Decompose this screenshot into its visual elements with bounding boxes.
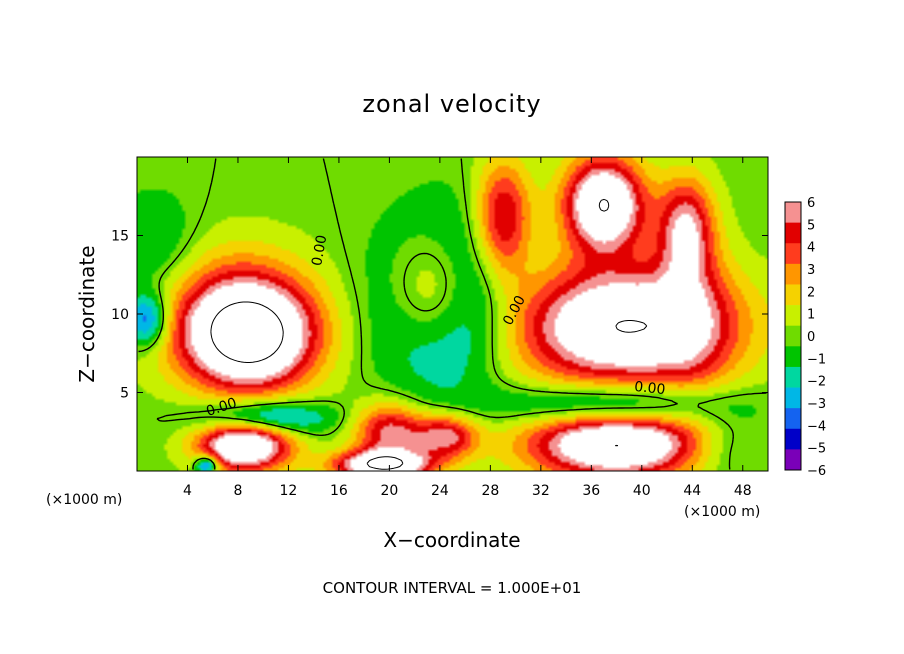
x-unit-left: (×1000 m) [46, 492, 122, 508]
x-tick-label: 40 [633, 483, 651, 499]
x-tick-label: 48 [734, 483, 752, 499]
contour-label: 0.00 [633, 379, 666, 398]
colorbar-segment [785, 387, 801, 409]
colorbar-segment [785, 222, 801, 244]
x-axis: 4 8 12 16 20 24 28 32 36 40 44 48 [183, 157, 752, 499]
colorbar-tick-label: 3 [807, 263, 815, 278]
x-tick-label: 32 [532, 483, 550, 499]
colorbar-segment [785, 305, 801, 326]
colorbar-tick-label: −6 [807, 464, 826, 479]
colorbar-frame [784, 201, 802, 471]
x-tick-label: 44 [683, 483, 701, 499]
x-unit-right: (×1000 m) [684, 504, 760, 520]
x-tick-label: 12 [280, 483, 298, 499]
plot-area: 0.000.000.000.00 [136, 156, 769, 472]
colorbar-tick-label: 0 [807, 330, 815, 345]
x-tick-label: 16 [330, 483, 348, 499]
x-axis-label: X−coordinate [383, 528, 520, 552]
colorbar-tick-label: −2 [807, 375, 826, 390]
contour-interval-note: CONTOUR INTERVAL = 1.000E+01 [323, 579, 582, 597]
colorbar-segment [785, 366, 801, 388]
colorbar-segment [785, 449, 801, 471]
colorbar-tick-label: 1 [807, 308, 815, 323]
velocity-field [137, 157, 768, 471]
x-tick-label: 4 [183, 483, 192, 499]
y-tick-label: 5 [120, 386, 129, 402]
chart-title: zonal velocity [362, 90, 541, 118]
y-axis-label: Z−coordinate [75, 245, 99, 382]
y-axis: 5 10 15 [111, 229, 768, 402]
y-tick-label: 10 [111, 307, 129, 323]
colorbar-segment [785, 346, 801, 368]
y-tick-label: 15 [111, 229, 129, 245]
colorbar-tick-label: 4 [807, 241, 815, 256]
colorbar-tick-label: −4 [807, 419, 826, 434]
contour-lines [138, 158, 767, 470]
contour-label: 0.00 [309, 234, 330, 267]
colorbar-tick-label: 2 [807, 285, 815, 300]
colorbar-tick-label: 6 [807, 196, 815, 211]
x-tick-label: 28 [481, 483, 499, 499]
x-tick-label: 36 [582, 483, 600, 499]
colorbar-tick-label: 5 [807, 218, 815, 233]
colorbar-segment [785, 202, 801, 223]
colorbar-segment [785, 263, 801, 285]
colorbar-segment [785, 284, 801, 306]
colorbar-segment [785, 428, 801, 450]
contour-zero [138, 158, 767, 470]
colorbar-segment [785, 325, 801, 347]
contour-positive [210, 198, 648, 470]
colorbar: 6 5 4 3 2 1 0 −1 −2 −3 −4 −5 −6 [784, 196, 826, 479]
colorbar-tick-label: −1 [807, 352, 826, 367]
colorbar-tick-label: −3 [807, 397, 826, 412]
colorbar-segment [785, 408, 801, 430]
x-tick-label: 24 [431, 483, 449, 499]
x-tick-label: 20 [380, 483, 398, 499]
colorbar-tick-label: −5 [807, 442, 826, 457]
colorbar-segment [785, 243, 801, 265]
x-tick-label: 8 [233, 483, 242, 499]
